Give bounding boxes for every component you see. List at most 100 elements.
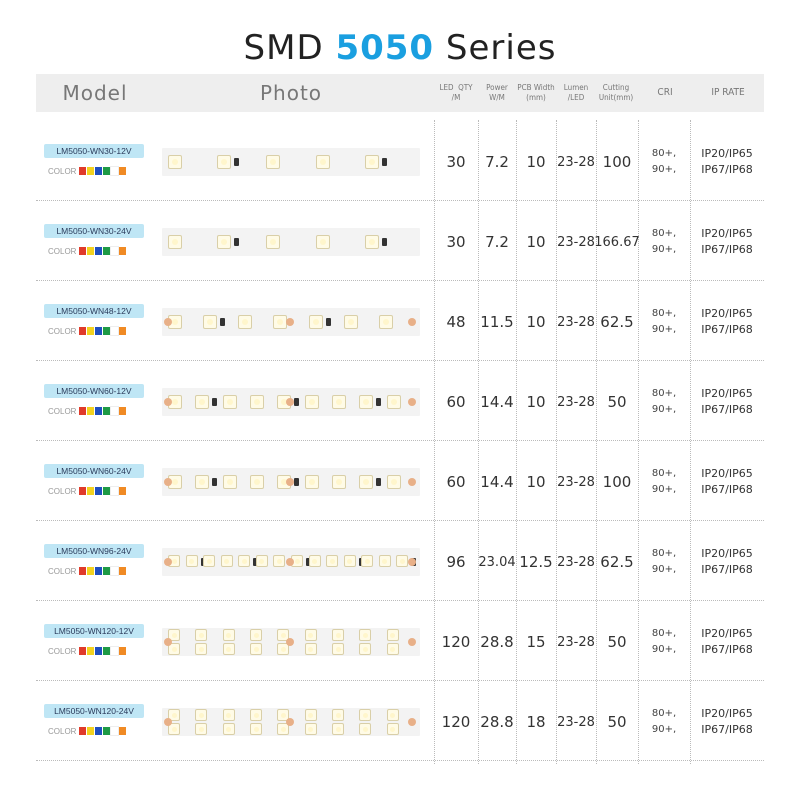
cell-ip-rate: IP20/IP65 IP67/IP68 [692,626,762,658]
cell-ip-rate: IP20/IP65 IP67/IP68 [692,146,762,178]
led-chip [220,555,233,567]
cell-power: 23.04 [478,554,516,570]
ip-value: IP20/IP65 [701,547,753,560]
cell-ip-rate: IP20/IP65 IP67/IP68 [692,546,762,578]
table-row: LM5050-WN120-24V COLOR 120 28.8 18 23-28 50 80+… [36,682,764,762]
cell-pcb: 10 [526,153,546,171]
cri-value: 80+, [651,228,677,239]
solder-pad [164,478,172,486]
resistor [212,478,218,486]
resistor [376,478,382,486]
table-row: LM5050-WN30-24V COLOR 30 7.2 10 23-28 166.67 80… [36,202,764,282]
color-swatches: COLOR [48,646,127,656]
led-strip-photo [162,548,420,576]
led-chip [364,235,379,249]
cell-cut: 100 [602,153,632,171]
color-swatches: COLOR [48,486,127,496]
ip-value: IP67/IP68 [701,643,753,656]
cri-value: 90+, [651,644,677,655]
title-suffix: Series [445,28,557,68]
cell-pcb: 10 [526,313,546,331]
cell-cut: 62.5 [600,313,634,331]
cell-qty: 120 [441,713,471,731]
color-swatch [95,727,103,735]
cell-power: 14.4 [480,393,514,411]
led-chip [168,723,180,735]
led-chip [195,709,208,721]
cell-pcb: 10 [526,393,546,411]
led-chip [332,709,344,721]
led-chip [217,235,232,249]
led-chip [195,643,208,655]
led-chip [304,709,317,721]
solder-pad [408,718,416,726]
column-divider [638,120,639,764]
header-photo: Photo [259,81,323,105]
led-chip [168,155,182,169]
cell-pcb: 10 [526,233,546,251]
led-chip [359,643,372,655]
column-divider [556,120,557,764]
color-label: COLOR [48,646,77,656]
solder-pad [286,558,294,566]
cell-cut: 50 [607,713,627,731]
led-chip [255,555,268,567]
cell-cut: 100 [602,473,632,491]
model-label: LM5050-WN30-24V [44,224,144,238]
title-prefix: SMD [243,28,324,68]
cri-value: 90+, [651,564,677,575]
cri-value: 80+, [651,468,677,479]
color-swatch [110,646,120,656]
color-swatch [79,167,87,175]
color-swatch [87,727,95,735]
color-swatch [95,167,103,175]
cri-value: 80+, [651,308,677,319]
cri-value: 90+, [651,244,677,255]
model-label: LM5050-WN96-24V [44,544,144,558]
led-chip [308,555,321,567]
led-chip [386,629,399,641]
led-chip [168,709,180,721]
led-chip [203,555,216,567]
color-swatch [103,727,111,735]
model-label: LM5050-WN48-12V [44,304,144,318]
color-swatch [87,407,95,415]
led-chip [222,723,235,735]
cell-cri: 80+, 90+, [640,546,688,578]
cell-cri: 80+, 90+, [640,226,688,258]
color-swatches: COLOR [48,406,127,416]
led-chip [386,643,399,655]
color-label: COLOR [48,246,77,256]
led-chip [195,395,210,409]
cell-lumen: 23-28 [557,554,595,570]
title-accent: 5050 [335,28,435,68]
led-chip [185,555,198,567]
led-strip-photo [162,388,420,416]
led-chip [195,723,208,735]
cell-pcb: 15 [526,633,546,651]
led-chip [304,629,317,641]
cell-cri: 80+, 90+, [640,466,688,498]
row-divider [36,520,764,521]
solder-pad [408,638,416,646]
led-chip [168,643,180,655]
color-swatch [95,487,103,495]
led-chip [359,475,374,489]
cell-lumen: 23-28 [557,314,595,330]
color-swatch [119,567,127,575]
column-divider [516,120,517,764]
row-divider [36,200,764,201]
led-chip [222,395,237,409]
led-chip [203,315,218,329]
cri-value: 80+, [651,548,677,559]
table-row: LM5050-WN48-12V COLOR 48 11.5 10 23-28 62.5 80+… [36,282,764,362]
cell-lumen: 23-28 [557,634,595,650]
led-chip [386,395,401,409]
led-chip [273,555,286,567]
color-swatch [87,327,95,335]
led-chip [238,315,253,329]
color-swatch [103,327,111,335]
row-divider [36,440,764,441]
led-chip [308,315,323,329]
ip-value: IP20/IP65 [701,307,753,320]
